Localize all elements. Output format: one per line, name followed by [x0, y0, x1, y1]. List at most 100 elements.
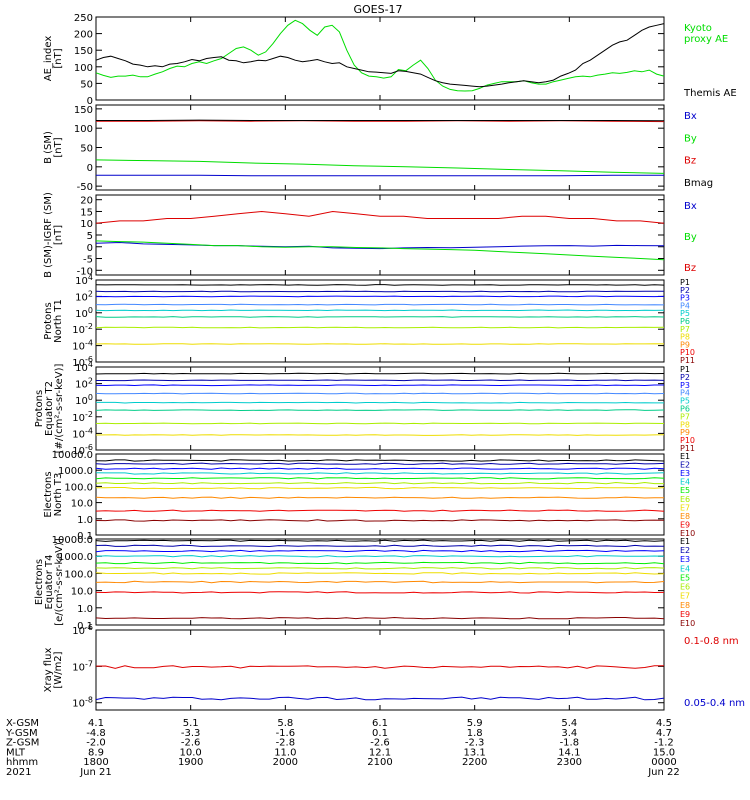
y-tick-label: 50 [80, 79, 93, 90]
y-tick-label: 1000.0 [58, 466, 93, 477]
series-line-e5 [95, 561, 665, 565]
footer-row-label: X-GSM [6, 718, 39, 729]
y-tick-label: 10-6 [72, 443, 93, 457]
footer-value: 10.0 [180, 747, 202, 758]
legend-entry: Bz [684, 263, 696, 274]
footer-value: 1900 [178, 757, 203, 768]
footer-value: 11.0 [274, 747, 296, 758]
y-tick-label: 15 [80, 207, 93, 218]
y-axis-label: [W/m2] [53, 651, 64, 688]
series-line-0-1-0-8-nm [95, 665, 665, 669]
legend-entry: E2 [680, 461, 690, 470]
series-line-e5 [95, 477, 665, 480]
series-line-e1 [95, 539, 665, 542]
legend-entry: P6 [680, 317, 690, 326]
legend-entry: E1 [680, 537, 690, 546]
legend-entry: P2 [680, 286, 690, 295]
y-axis-label: Xray flux [43, 648, 54, 693]
y-tick-label: 10000.0 [52, 450, 93, 461]
y-axis-label: Electrons [34, 559, 45, 605]
y-tick-label: 100 [75, 306, 93, 320]
y-axis-label: [e/(cm²-s-sr-keV)] [54, 538, 65, 626]
y-tick-label: 20 [80, 196, 93, 207]
legend-entry: E6 [680, 495, 690, 504]
footer-value: Jun 21 [79, 767, 112, 778]
series-line-bz [95, 210, 665, 224]
series-line-themis-ae [95, 23, 665, 88]
legend-entry: E3 [680, 469, 690, 478]
y-tick-label: -5 [83, 255, 93, 266]
y-tick-label: -10 [77, 266, 93, 277]
panel-5: 104 102 100 10-2 10-4 10-6 Protons Equator T2 [#… [34, 360, 695, 457]
y-axis-label: AE_index [43, 36, 54, 82]
footer-value: 2000 [273, 757, 298, 768]
footer-value: 4.5 [656, 718, 672, 729]
series-line-e6 [95, 481, 664, 485]
y-axis-label: [nT] [53, 137, 64, 157]
footer-value: 2300 [557, 757, 582, 768]
legend-entry: E7 [680, 503, 690, 512]
y-axis-label: Protons [34, 390, 45, 427]
legend-entry: P4 [680, 389, 690, 398]
legend-entry: P9 [680, 428, 690, 437]
footer-value: -1.8 [560, 738, 580, 749]
panel-frame [95, 194, 665, 276]
y-axis-label: Equator T4 [44, 555, 55, 610]
y-tick-label: 10 [80, 219, 93, 230]
series-line-e1 [95, 459, 665, 462]
legend-entry: Bx [684, 201, 697, 212]
legend-entry: P6 [680, 405, 690, 414]
y-tick-label: 10.0 [71, 499, 93, 510]
series-line-e10 [95, 519, 665, 522]
y-tick-label: 102 [75, 289, 93, 303]
footer-value: -1.2 [654, 738, 674, 749]
legend-entry: 0.1-0.8 nm [684, 636, 739, 647]
panel-7: 10000.0 1000.0 100.0 10.0 1.0 0.1 Electrons Equ… [34, 535, 695, 632]
legend-entry: P5 [680, 309, 690, 318]
footer-row-label: 2021 [6, 767, 31, 778]
y-tick-label: 10-4 [72, 426, 93, 440]
series-line-e4 [95, 554, 665, 558]
footer-value: 4.7 [656, 728, 672, 739]
series-line-p2 [96, 379, 665, 382]
series-line-e7 [96, 486, 665, 490]
y-tick-label: 1.0 [77, 515, 93, 526]
series-line-p5 [96, 401, 664, 404]
series-line-p4 [95, 303, 665, 306]
y-tick-label: 0 [87, 163, 93, 174]
panel-frame [95, 279, 665, 363]
footer-value: -2.0 [86, 738, 106, 749]
series-line-by [95, 159, 665, 174]
footer-value: 2200 [462, 757, 487, 768]
y-axis-label: North T1 [53, 299, 64, 343]
y-tick-label: 10-6 [72, 355, 93, 369]
series-line-p8 [95, 434, 665, 436]
legend-entry: 0.05-0.4 nm [684, 698, 745, 709]
y-tick-label: 200 [74, 30, 93, 41]
series-line-e7 [95, 572, 665, 575]
legend-entry: E4 [680, 564, 690, 573]
legend-entry: E6 [680, 583, 690, 592]
series-line-e3 [95, 467, 665, 470]
y-tick-label: 100 [74, 63, 93, 74]
series-line-e9 [95, 591, 665, 594]
footer-value: 1800 [83, 757, 108, 768]
y-axis-label: B (SM) [43, 131, 54, 164]
legend-entry: By [684, 133, 697, 144]
legend-entry: E8 [680, 512, 690, 521]
series-line-p8 [95, 343, 665, 345]
legend-entry: E2 [680, 546, 690, 555]
y-tick-label: 1000.0 [58, 552, 93, 563]
y-tick-label: 150 [74, 105, 93, 116]
legend-entry: By [684, 232, 697, 243]
footer-value: Jun 22 [647, 767, 680, 778]
y-axis-label: Equator T2 [44, 381, 55, 436]
series-line-p2 [95, 290, 664, 293]
ephemeris-footer: X-GSM 4.1 5.1 5.8 6.1 5.9 5.4 4.5Y-GSM -4.8 -3.3-… [5, 718, 680, 778]
y-tick-label: 0.1 [77, 531, 93, 542]
series-line-p6 [95, 409, 665, 412]
footer-value: 14.1 [558, 747, 580, 758]
y-axis-label: [#/(cm²-s-sr-keV)] [54, 364, 65, 454]
legend-entry: P3 [680, 294, 690, 303]
